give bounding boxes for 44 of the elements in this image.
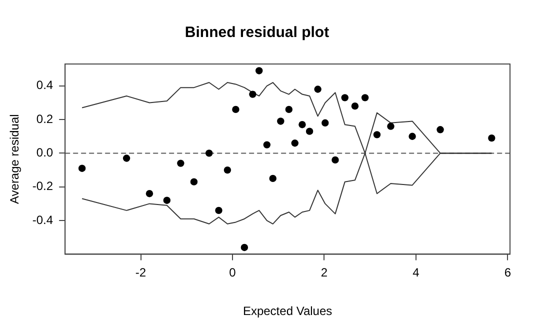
point [341, 94, 348, 102]
point [277, 118, 284, 125]
y-tick-label: -0.2 [32, 179, 54, 194]
y-tick-label: -0.4 [32, 212, 54, 227]
point [387, 122, 394, 130]
point [249, 90, 256, 98]
point [146, 190, 154, 198]
x-axis-title: Expected Values [242, 304, 332, 318]
y-axis-title: Average residual [8, 114, 22, 204]
x-tick-label: 2 [320, 266, 328, 280]
point [269, 174, 276, 182]
point [408, 132, 416, 140]
point [256, 67, 263, 74]
x-tick-label: 0 [229, 266, 236, 280]
point [488, 134, 496, 142]
point [206, 150, 213, 157]
point [291, 140, 298, 147]
point [436, 126, 444, 134]
point [232, 106, 240, 114]
point [298, 120, 306, 128]
point [285, 106, 293, 114]
point [224, 166, 232, 174]
y-tick-label: 0.4 [36, 78, 54, 92]
point [332, 156, 339, 164]
point [177, 160, 184, 167]
y-tick-label: 0.2 [36, 112, 54, 126]
x-tick-label: 4 [412, 266, 420, 280]
point [314, 86, 322, 93]
point [361, 94, 369, 102]
point [322, 119, 329, 127]
point [122, 154, 130, 162]
point [190, 178, 198, 186]
x-tick-label: 6 [504, 266, 512, 280]
y-tick-label: 0.0 [36, 146, 54, 160]
point [215, 206, 222, 214]
point [263, 141, 270, 148]
chart-title: Binned residual plot [184, 24, 330, 42]
point [78, 164, 86, 172]
point [373, 131, 381, 138]
point [306, 128, 314, 135]
point [163, 196, 171, 204]
point [240, 244, 248, 252]
point [351, 102, 359, 110]
x-tick-label: -2 [135, 266, 146, 280]
